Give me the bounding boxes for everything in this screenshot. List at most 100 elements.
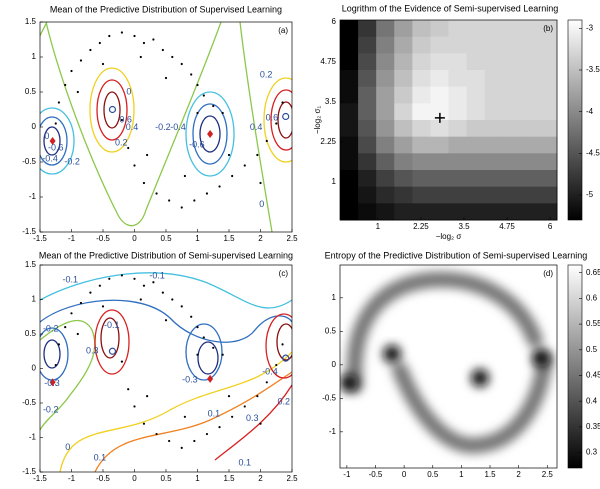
data-point bbox=[265, 381, 268, 384]
heat-cell bbox=[430, 53, 449, 71]
colorbar-tick-label: -3.5 bbox=[586, 65, 600, 74]
panel-title: Mean of the Predictive Distribution of S… bbox=[50, 4, 282, 14]
heat-cell bbox=[448, 103, 468, 121]
contour-label: -0.1 bbox=[62, 275, 78, 285]
data-point bbox=[89, 48, 92, 52]
heat-cell bbox=[502, 53, 522, 71]
y-tick-label: -0.5 bbox=[22, 157, 36, 166]
y-tick-label: 0.5 bbox=[325, 326, 337, 335]
x-tick-label: 0 bbox=[402, 470, 407, 479]
heat-cell bbox=[538, 186, 558, 204]
data-point bbox=[180, 305, 183, 308]
contour bbox=[214, 384, 292, 461]
data-point bbox=[227, 395, 231, 398]
heat-cell bbox=[412, 203, 431, 221]
heat-cell bbox=[520, 20, 540, 38]
contour bbox=[270, 89, 292, 151]
heat-cell bbox=[376, 20, 395, 38]
heat-cell bbox=[520, 103, 540, 121]
data-point bbox=[281, 101, 284, 104]
data-point bbox=[133, 34, 136, 38]
contour bbox=[192, 103, 228, 165]
heat-cell bbox=[484, 36, 504, 54]
labeled-point bbox=[282, 112, 290, 121]
data-point bbox=[205, 432, 209, 436]
heat-cell bbox=[358, 103, 377, 121]
heat-cell bbox=[376, 136, 395, 154]
x-tick-label: 1 bbox=[376, 222, 381, 231]
x-tick-label: 0.5 bbox=[427, 470, 439, 479]
contour bbox=[263, 77, 292, 163]
data-point bbox=[168, 439, 171, 443]
heat-cell bbox=[376, 36, 395, 54]
heat-cell bbox=[376, 120, 395, 138]
contours-a bbox=[40, 22, 292, 232]
background-layer bbox=[40, 20, 558, 472]
contour bbox=[40, 272, 292, 309]
y-tick-label: 1 bbox=[332, 293, 337, 302]
heat-cell bbox=[466, 20, 486, 38]
y-tick-label: -0.5 bbox=[322, 393, 336, 402]
heat-cell bbox=[538, 170, 558, 188]
heat-cell bbox=[466, 53, 486, 71]
data-point bbox=[171, 55, 174, 59]
heat-cell bbox=[502, 86, 522, 104]
data-point bbox=[146, 153, 149, 157]
y-tick-label: 0.5 bbox=[25, 87, 37, 96]
data-point bbox=[120, 118, 123, 122]
heat-cell bbox=[538, 86, 558, 104]
contour bbox=[89, 67, 135, 153]
plot-frame bbox=[339, 264, 558, 469]
heat-cell bbox=[358, 170, 377, 188]
contour bbox=[100, 317, 120, 359]
heat-cell bbox=[412, 120, 431, 138]
contour bbox=[40, 107, 75, 175]
contour-label: -0.3 bbox=[44, 378, 60, 388]
data-point bbox=[180, 446, 183, 449]
x-tick-label: -1.5 bbox=[33, 234, 47, 243]
y-tick-label: -1.5 bbox=[22, 227, 36, 236]
heat-cell bbox=[538, 53, 558, 71]
data-point bbox=[127, 146, 130, 150]
x-tick-label: -1 bbox=[68, 234, 76, 243]
heat-cell bbox=[358, 136, 377, 154]
y-tick-label: 3.5 bbox=[325, 97, 337, 106]
heat-cell bbox=[448, 203, 468, 221]
entropy-band bbox=[346, 271, 543, 393]
x-tick-label: 2.5 bbox=[542, 470, 554, 479]
data-point bbox=[212, 104, 215, 108]
heat-cell bbox=[394, 153, 413, 171]
contour-label: 0.4 bbox=[250, 122, 263, 132]
heat-cell bbox=[430, 103, 449, 121]
contour-label: 0.1 bbox=[94, 453, 107, 463]
data-point bbox=[133, 405, 136, 408]
heat-cell bbox=[394, 103, 413, 121]
x-tick-label: 6 bbox=[548, 222, 553, 231]
contour bbox=[199, 115, 221, 153]
heat-cell bbox=[502, 36, 522, 54]
data-point bbox=[101, 62, 105, 66]
data-point bbox=[70, 69, 73, 73]
colorbar-tick-label: 0.55 bbox=[586, 319, 600, 328]
x-tick-label: -1 bbox=[68, 474, 76, 483]
heat-cell bbox=[448, 36, 468, 54]
contour bbox=[94, 309, 130, 375]
heat-cell bbox=[484, 136, 504, 154]
data-point bbox=[265, 139, 268, 143]
data-point bbox=[221, 353, 224, 356]
labeled-point bbox=[207, 130, 214, 138]
heat-cell bbox=[502, 153, 522, 171]
x-tick-label: 2.25 bbox=[413, 222, 429, 231]
heat-cell bbox=[430, 86, 449, 104]
heat-cell bbox=[502, 170, 522, 188]
heat-cell bbox=[520, 203, 540, 221]
heat-cell bbox=[466, 103, 486, 121]
heat-cell bbox=[358, 120, 377, 138]
data-point bbox=[120, 31, 123, 34]
heat-cell bbox=[520, 153, 540, 171]
heat-cell bbox=[520, 53, 540, 71]
x-tick-label: 1 bbox=[459, 470, 464, 479]
heat-cell bbox=[376, 70, 395, 88]
heat-cell bbox=[430, 20, 449, 38]
contour-label: -0.1 bbox=[149, 270, 165, 280]
